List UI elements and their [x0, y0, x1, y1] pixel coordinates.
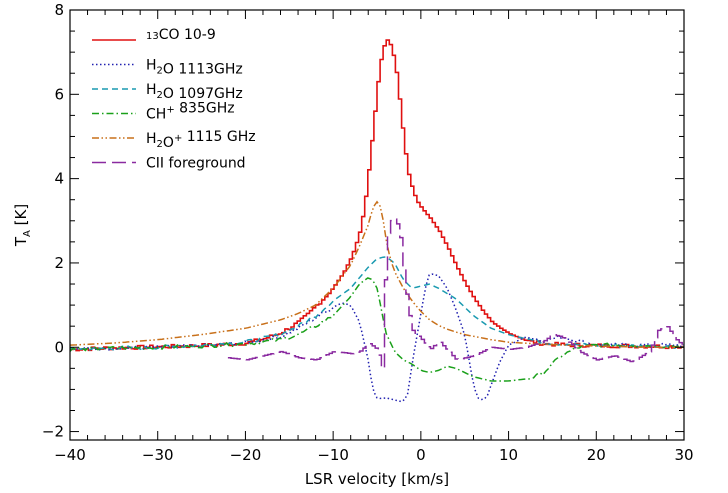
y-axis-label-main: T [12, 236, 30, 247]
x-tick-label: −40 [54, 446, 86, 464]
y-tick-label: −2 [42, 423, 64, 441]
y-tick-label: 2 [54, 254, 64, 272]
x-axis-label: LSR velocity [km/s] [305, 470, 449, 488]
y-tick-label: 0 [54, 338, 64, 356]
plot-frame [69, 9, 685, 441]
x-tick-label: −20 [230, 446, 262, 464]
y-tick-label: 6 [54, 85, 64, 103]
x-tick-label: −30 [142, 446, 174, 464]
legend-label: H2O 1113GHz [146, 58, 243, 78]
legend-label: 13CO 10-9 [146, 27, 216, 43]
series-line-4 [70, 200, 684, 349]
series-line-5 [227, 218, 683, 370]
legend-label: CII foreground [146, 156, 246, 172]
y-axis-label-unit: [K] [12, 204, 30, 230]
legend-label: H2O+ 1115 GHz [146, 129, 256, 151]
series-line-1 [70, 273, 684, 403]
series-line-2 [70, 256, 684, 352]
x-tick-label: 10 [499, 446, 518, 464]
y-axis-label: TA [K] [12, 204, 33, 247]
y-axis-label-subscript: A [22, 230, 33, 237]
legend-label: H2O 1097GHz [146, 82, 243, 102]
legend-label: CH+ 835GHz [146, 101, 235, 123]
series-line-3 [70, 277, 684, 382]
series-layer [70, 39, 684, 403]
x-tick-label: 20 [587, 446, 606, 464]
y-tick-label: 8 [54, 1, 64, 19]
x-tick-label: 0 [416, 446, 426, 464]
x-tick-label: 30 [674, 446, 693, 464]
x-tick-label: −10 [317, 446, 349, 464]
y-tick-label: 4 [54, 170, 64, 188]
